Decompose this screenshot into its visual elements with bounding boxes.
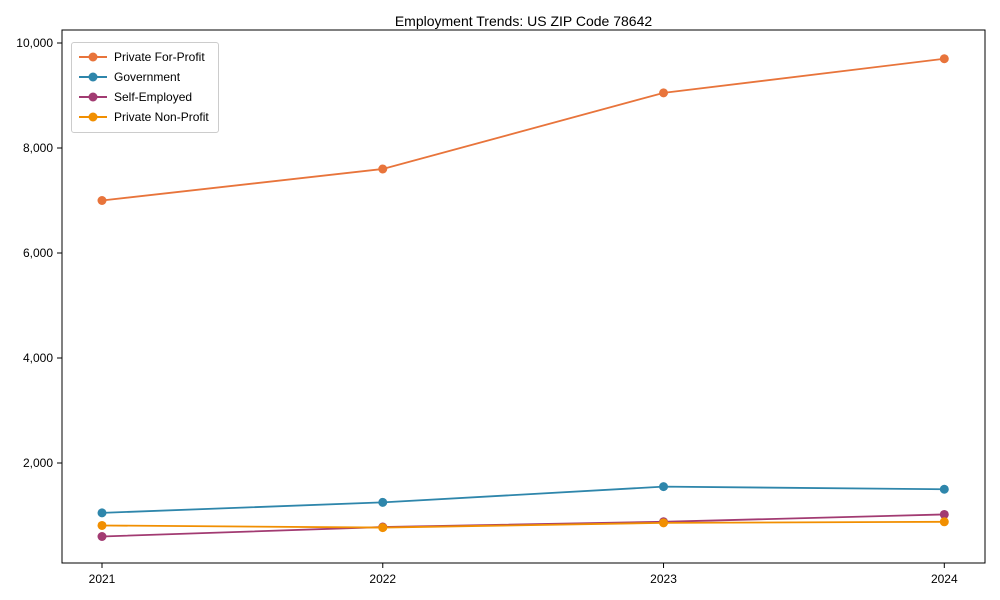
data-point-government-2023 [659,482,669,492]
series-line-government [101,485,945,514]
legend-label: Government [114,70,181,84]
legend-item-private-non-profit: Private Non-Profit [79,107,209,127]
data-point-private-for-profit-2024 [939,54,949,64]
y-tick-label: 10,000 [16,36,53,50]
legend-marker-icon [79,92,107,102]
data-point-private-for-profit-2023 [659,88,669,98]
y-tick-label: 2,000 [23,456,53,470]
chart-title: Employment Trends: US ZIP Code 78642 [394,13,653,29]
data-point-government-2022 [378,497,388,507]
data-point-government-2024 [939,484,949,494]
data-point-private-for-profit-2021 [97,196,107,205]
legend-item-government: Government [79,67,209,87]
data-point-self-employed-2021 [97,532,107,541]
legend-marker-icon [79,72,107,82]
data-point-private-non-profit-2021 [97,520,107,530]
legend: Private For-Profit Government Self-Employe… [71,42,219,133]
y-tick-label: 4,000 [23,351,53,365]
legend-item-self-employed: Self-Employed [79,87,209,107]
data-point-private-non-profit-2024 [939,517,949,527]
data-point-private-for-profit-2022 [378,164,388,174]
series-line-private-for-profit [101,57,945,202]
plot-border [61,29,986,564]
legend-label: Private Non-Profit [114,110,209,124]
legend-label: Self-Employed [114,90,193,104]
legend-item-private-for-profit: Private For-Profit [79,47,209,67]
legend-dot-icon [88,72,98,82]
legend-dot-icon [88,112,98,122]
x-tick-label: 2022 [369,572,396,586]
x-tick-label: 2021 [89,572,116,586]
data-point-private-non-profit-2023 [659,518,669,528]
legend-dot-icon [88,92,98,102]
legend-marker-icon [79,52,107,62]
legend-label: Private For-Profit [114,50,205,64]
data-point-government-2021 [97,508,107,518]
x-tick-label: 2024 [931,572,958,586]
legend-marker-icon [79,112,107,122]
y-tick-label: 6,000 [23,246,53,260]
legend-dot-icon [88,52,98,62]
data-point-private-non-profit-2022 [378,523,388,533]
x-tick-label: 2023 [650,572,677,586]
y-tick-label: 8,000 [23,141,53,155]
series-line-private-non-profit [101,520,945,529]
data-point-self-employed-2024 [939,509,949,519]
